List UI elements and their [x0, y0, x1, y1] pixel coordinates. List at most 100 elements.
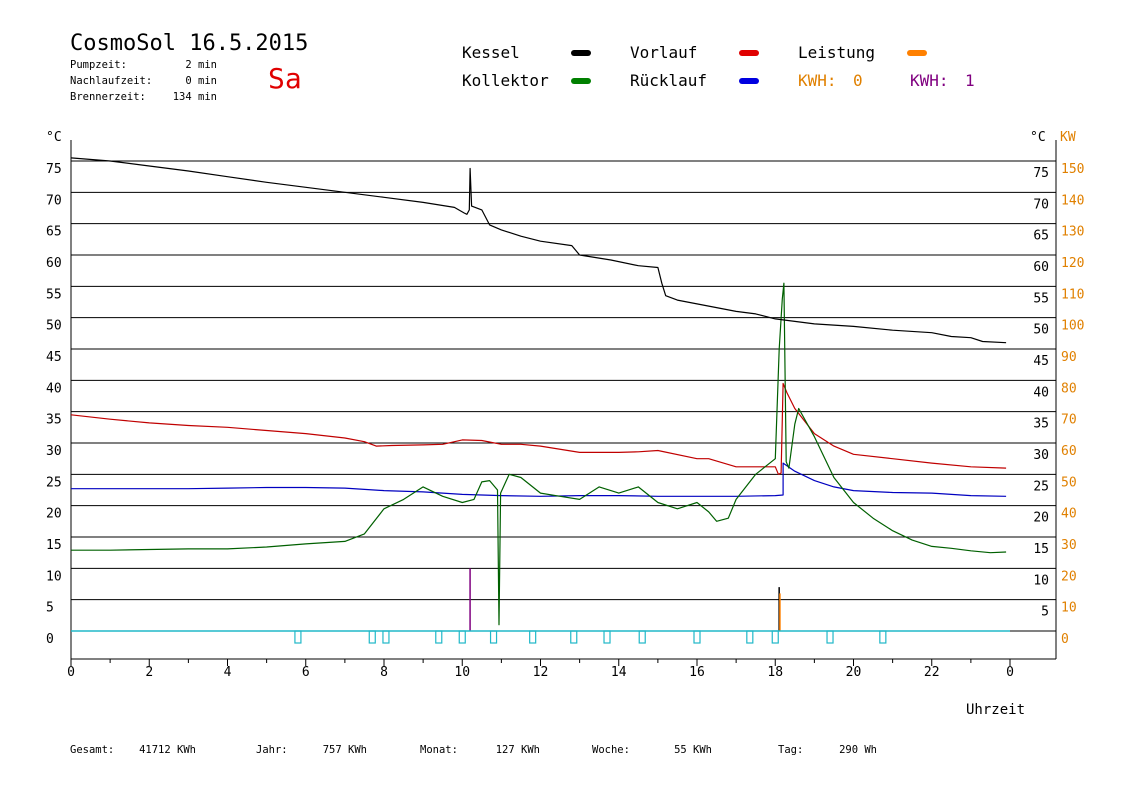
- y-tick-label-right: 10: [1033, 573, 1049, 588]
- y2-tick-label: 0: [1061, 632, 1069, 647]
- footer-value: 290 Wh: [839, 744, 877, 756]
- series-line-kessel: [70, 157, 1007, 344]
- y-tick-label-right: 15: [1033, 542, 1049, 557]
- y2-tick-label: 100: [1061, 319, 1084, 334]
- pump-marker: [529, 630, 537, 644]
- stat-value: 2 min: [185, 59, 217, 71]
- x-tick-label: 16: [689, 665, 705, 680]
- pump-marker: [382, 630, 390, 644]
- x-tick-label: 22: [924, 665, 940, 680]
- y2-tick-label: 150: [1061, 162, 1084, 177]
- stat-label: Brennerzeit:: [70, 91, 146, 103]
- y-tick-label-left: 75: [46, 162, 62, 177]
- y-tick-label-right: 50: [1033, 323, 1049, 338]
- axes: 0 2 4 6 8 10 12 14 16 18 20 22 005101520253035404550…: [46, 140, 1084, 680]
- y-tick-label-left: 70: [46, 193, 62, 208]
- y-tick-label-right: 60: [1033, 260, 1049, 275]
- pump-markers: [71, 630, 1010, 644]
- x-tick-label: 20: [846, 665, 862, 680]
- y-axis-label-right: °C: [1030, 130, 1046, 145]
- legend-label: Rücklauf: [630, 71, 707, 90]
- y2-tick-label: 40: [1061, 507, 1077, 522]
- y-tick-label-right: 5: [1041, 605, 1049, 620]
- stat-label: Nachlaufzeit:: [70, 75, 152, 87]
- footer-value: 127 KWh: [496, 744, 540, 756]
- y-tick-label-left: 20: [46, 507, 62, 522]
- legend-label: Kollektor: [462, 71, 549, 90]
- series-line-kollektor: [71, 282, 1007, 626]
- y-tick-label-right: 55: [1033, 291, 1049, 306]
- y-tick-label-left: 15: [46, 538, 62, 553]
- pump-marker: [638, 630, 646, 644]
- pump-marker: [489, 630, 498, 644]
- x-axis-label: Uhrzeit: [966, 702, 1025, 718]
- y-tick-label-right: 25: [1033, 479, 1049, 494]
- y2-tick-label: 80: [1061, 381, 1077, 396]
- y2-tick-label: 30: [1061, 538, 1077, 553]
- x-tick-label: 0: [67, 665, 75, 680]
- x-tick-label: 18: [767, 665, 783, 680]
- x-tick-label: 10: [454, 665, 470, 680]
- y2-tick-label: 60: [1061, 444, 1077, 459]
- y-tick-label-right: 40: [1033, 385, 1049, 400]
- x-tick-label: 0: [1006, 665, 1014, 680]
- footer-value: 55 KWh: [674, 744, 712, 756]
- y-tick-label-left: 55: [46, 287, 62, 302]
- y2-tick-label: 120: [1061, 256, 1084, 271]
- y-tick-label-right: 70: [1033, 197, 1049, 212]
- y-tick-label-left: 35: [46, 413, 62, 428]
- y-axis-label-left: °C: [46, 130, 62, 145]
- y2-tick-label: 130: [1061, 225, 1084, 240]
- legend: Kessel Vorlauf Leistung Kollektor Rücklauf: [462, 43, 927, 90]
- kwh-label: KWH:: [910, 71, 949, 90]
- footer-label: Woche:: [592, 744, 630, 756]
- pump-marker: [693, 630, 701, 644]
- footer-label: Monat:: [420, 744, 458, 756]
- y-tick-label-left: 40: [46, 381, 62, 396]
- footer-label: Gesamt:: [70, 744, 114, 756]
- pump-marker: [826, 630, 834, 644]
- y2-tick-label: 50: [1061, 475, 1077, 490]
- y2-tick-label: 20: [1061, 569, 1077, 584]
- footer-label: Tag:: [778, 744, 803, 756]
- pump-marker: [603, 630, 611, 644]
- y2-tick-label: 110: [1061, 287, 1084, 302]
- legend-label: Leistung: [798, 43, 875, 62]
- y-tick-label-left: 65: [46, 225, 62, 240]
- x-tick-label: 6: [302, 665, 310, 680]
- x-tick-label: 14: [611, 665, 627, 680]
- y-tick-label-left: 5: [46, 601, 54, 616]
- y-tick-label-left: 0: [46, 632, 54, 647]
- kwh-block: KWH: 0 KWH: 1: [798, 71, 975, 90]
- pump-marker: [435, 630, 443, 644]
- pump-marker: [570, 630, 578, 644]
- y-tick-label-right: 30: [1033, 448, 1049, 463]
- pump-marker: [746, 630, 754, 644]
- footer-label: Jahr:: [256, 744, 288, 756]
- y-tick-label-left: 10: [46, 569, 62, 584]
- stats-block: Pumpzeit: 2 min Nachlaufzeit: 0 min Brennerz…: [70, 59, 217, 103]
- series-line-vorlauf: [70, 382, 1007, 475]
- footer-value: 757 KWh: [323, 744, 367, 756]
- y2-tick-label: 140: [1061, 193, 1084, 208]
- y-tick-label-left: 60: [46, 256, 62, 271]
- pump-marker: [294, 630, 302, 644]
- pump-marker: [458, 630, 466, 644]
- x-tick-label: 4: [224, 665, 232, 680]
- legend-label: Vorlauf: [630, 43, 697, 62]
- kwh-value: 1: [965, 71, 975, 90]
- y-tick-label-right: 75: [1033, 166, 1049, 181]
- x-tick-label: 12: [533, 665, 549, 680]
- footer-value: 41712 KWh: [139, 744, 196, 756]
- y-tick-label-right: 35: [1033, 417, 1049, 432]
- y-tick-label-right: 20: [1033, 511, 1049, 526]
- pump-marker: [879, 630, 887, 644]
- y2-tick-label: 70: [1061, 413, 1077, 428]
- stat-value: 134 min: [173, 91, 217, 103]
- x-tick-label: 2: [145, 665, 153, 680]
- y-tick-label-right: 45: [1033, 354, 1049, 369]
- y2-tick-label: 90: [1061, 350, 1077, 365]
- kwh-value: 0: [853, 71, 863, 90]
- stat-label: Pumpzeit:: [70, 59, 127, 71]
